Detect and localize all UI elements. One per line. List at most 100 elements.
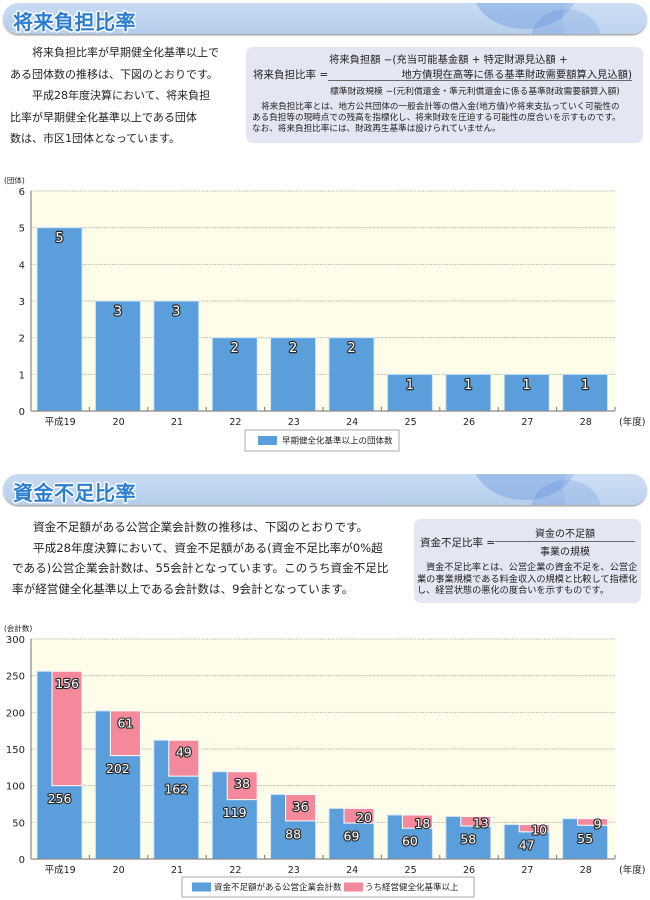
x-tick-label: 28 [580,865,592,876]
note-line: なお、将来負担比率には、財政再生基準は設けられていません。 [252,124,501,134]
y-tick-label: 4 [19,260,25,271]
y-tick-label: 300 [6,635,25,646]
x-tick-label: 21 [171,865,183,876]
x-tick-label: 26 [463,865,475,876]
decorative-circle [563,474,647,505]
x-tick-label: 27 [521,865,533,876]
note-line: ある負担等の現時点での残高を指標化し、将来財政を圧迫する可能性の度合いを示すもの… [252,113,621,123]
legend-swatch [344,882,363,892]
legend-box [244,429,400,452]
bar-total-value-label: 202 [106,761,130,776]
bar-total-value-label: 256 [48,791,72,806]
x-tick-label: 20 [113,417,125,428]
x-tick-label: 20 [113,865,125,876]
bar-subset [577,818,609,826]
bar-subset [401,814,433,829]
formula-box: 将来負担比率 = 将来負担額 −(充当可能基金額 + 特定財源見込額 + 地方債… [246,47,643,143]
formula-note: 将来負担比率とは、地方公共団体の一般会計等の借入金(地方債)や将来支払っていく可… [252,102,621,135]
bar-value-label: 1 [464,378,472,393]
bar-total-value-label: 88 [285,826,301,841]
x-tick-label: 23 [288,865,300,876]
y-tick-label: 50 [12,818,25,829]
x-tick-label: 平成19 [45,864,76,876]
x-tick-label: 28 [580,417,592,428]
bar-total-value-label: 58 [460,832,476,847]
legend-label: 早期健全化基準以上の団体数 [282,436,393,447]
bar-value-label: 3 [172,305,180,320]
legend-label: うち経営健全化基準以上 [365,882,459,893]
bar [36,227,83,412]
formula-denominator: 標準財政規模 −(元利償還金・準元利償還金に係る基準財政需要額算入額) [330,87,620,97]
bar [211,337,258,412]
bar-subset-value-label: 36 [293,799,309,814]
bar-subset [460,815,492,827]
fund-shortage-bar-chart: 0 50 100 150 200 250 300 156 256 平成19 61 202 20 49 162… [4,623,645,898]
y-tick-label: 1 [19,370,25,381]
x-tick-label: 22 [229,417,241,428]
bar-subset-value-label: 13 [473,816,489,831]
x-tick-label: 24 [346,417,358,428]
future-burden-bar-chart: 01234565平成19320321222223224125126127128(… [4,175,645,452]
formula-numerator: 将来負担額 −(充当可能基金額 + 特定財源見込額 + [329,54,568,66]
bar-total-value-label: 119 [223,805,247,820]
bar-subset-value-label: 18 [414,816,430,831]
bar [503,373,550,412]
bar-subset [226,771,258,801]
formula-numerator: 地方債現在高等に係る基準財政需要額算入見込額) [401,69,632,81]
bar-subset-value-label: 156 [55,676,79,691]
x-tick-label: 26 [463,417,475,428]
section-description: 将来負担比率が早期健全化基準以上で ある団体数の推移は、下図のとおりです。 平成… [10,42,219,150]
bar-subset [518,824,550,833]
formula-denominator: 事業の規模 [540,547,590,558]
bar-subset-value-label: 49 [176,745,192,760]
bar-total-value-label: 60 [402,834,418,849]
bar [153,300,200,412]
formula-label: 将来負担比率 = [253,69,329,81]
y-axis-unit-label: (会計数) [4,623,32,633]
bar-subset [168,739,200,777]
bar-subset [109,710,141,757]
x-tick-label: 22 [229,865,241,876]
bar-total-value-label: 162 [164,782,188,797]
y-tick-label: 3 [19,297,25,308]
y-tick-label: 100 [6,782,25,793]
decorative-circle [563,3,647,34]
bar-value-label: 2 [347,341,355,356]
x-tick-label: 27 [521,417,533,428]
x-axis-unit-label: (年度) [619,416,645,428]
paragraph-line: 将来負担比率が早期健全化基準以上で [32,46,219,59]
paragraph-line: 率が経営健全化基準以上である会計数は、9会計となっています。 [12,581,354,596]
bar-subset [343,807,375,824]
x-axis-unit-label: (年度) [619,864,645,876]
bar-subset-value-label: 20 [356,810,372,825]
section-title: 将来負担比率 [13,10,136,34]
legend-swatch [192,882,211,892]
formula-numerator: 資金の不足額 [535,529,595,540]
bar-subset-value-label: 9 [594,816,602,831]
fraction-line [495,541,635,542]
formula-label: 資金不足比率 = [420,537,496,549]
x-tick-label: 25 [405,417,417,428]
bar-total-value-label: 69 [344,829,360,844]
x-tick-label: 21 [171,417,183,428]
bar-subset-value-label: 61 [117,715,133,730]
formula-note: 資金不足比率とは、公営企業の資金不足を、公営企 業の事業規模である料金収入の規模… [417,562,637,597]
bar [562,373,609,412]
y-tick-label: 200 [6,708,25,719]
bar-total-value-label: 55 [577,831,593,846]
paragraph-line: 資金不足額がある公営企業会計数の推移は、下図のとおりです。 [33,520,369,534]
x-tick-label: 24 [346,865,358,876]
x-tick-label: 平成19 [45,416,76,428]
formula-box: 資金不足比率 = 資金の不足額 事業の規模 資金不足比率とは、公営企業の資金不足… [414,519,641,603]
note-line: 将来負担比率とは、地方公共団体の一般会計等の借入金(地方債)や将来支払っていく可… [261,102,620,112]
bar-value-label: 3 [114,305,122,320]
paragraph-line: 平成28年度決算において、資金不足額がある(資金不足比率が0%超 [33,540,383,555]
y-tick-label: 250 [6,672,25,683]
fraction-line [328,80,632,81]
bar-subset-value-label: 10 [531,823,547,838]
bar-value-label: 5 [55,231,63,246]
y-tick-label: 0 [19,407,25,418]
x-tick-label: 25 [405,865,417,876]
legend-label: 資金不足額がある公営企業会計数 [214,882,342,893]
y-tick-label: 2 [19,334,25,345]
